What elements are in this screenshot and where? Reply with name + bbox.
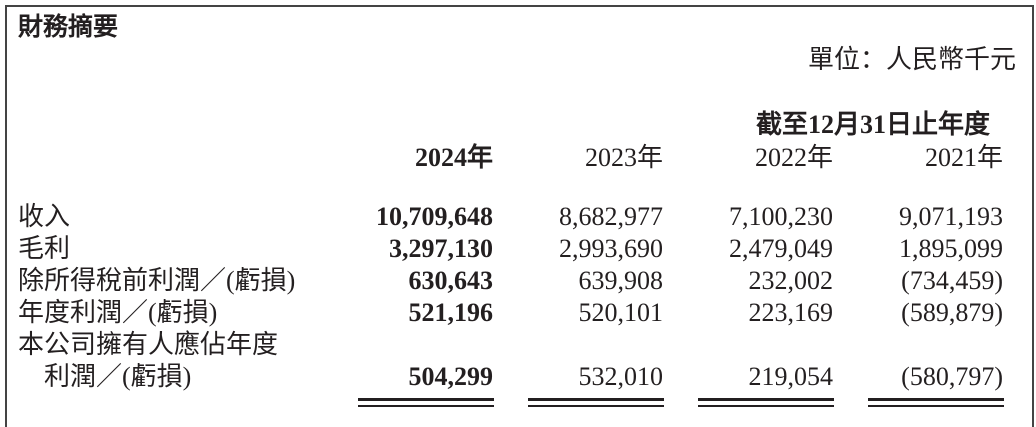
- cell: 520,101: [578, 298, 664, 327]
- cell: 223,169: [748, 298, 834, 327]
- row-label: 年度利潤／(虧損): [18, 298, 218, 327]
- cell: 8,682,977: [559, 202, 663, 231]
- row-label-continued: 利潤／(虧損): [44, 362, 192, 391]
- cell: 639,908: [578, 266, 664, 295]
- cell: 521,196: [408, 298, 494, 327]
- cell: 532,010: [578, 362, 664, 391]
- row-label: 除所得稅前利潤／(虧損): [18, 266, 296, 295]
- cell: 219,054: [748, 362, 834, 391]
- cell: (589,879): [901, 298, 1003, 327]
- cell: 504,299: [408, 362, 494, 391]
- cell: 3,297,130: [389, 234, 493, 263]
- row-label: 本公司擁有人應佔年度: [18, 330, 279, 359]
- cell: (734,459): [901, 266, 1003, 295]
- double-underline: [358, 398, 494, 407]
- cell: 630,643: [408, 266, 494, 295]
- row-label: 收入: [18, 202, 71, 231]
- year-header: 2021年: [924, 143, 1003, 172]
- cell: 10,709,648: [376, 202, 493, 231]
- double-underline: [698, 398, 834, 407]
- year-header: 2023年: [584, 143, 663, 172]
- double-underline: [528, 398, 664, 407]
- cell: 232,002: [748, 266, 834, 295]
- unit-label: 單位：人民幣千元: [807, 45, 1016, 74]
- cell: 7,100,230: [729, 202, 833, 231]
- row-label: 毛利: [18, 234, 71, 263]
- cell: 1,895,099: [899, 234, 1003, 263]
- table-frame: [5, 5, 1034, 427]
- double-underline: [868, 398, 1004, 407]
- cell: 2,993,690: [559, 234, 663, 263]
- cell: 2,479,049: [729, 234, 833, 263]
- page-title: 財務摘要: [18, 12, 119, 41]
- cell: (580,797): [901, 362, 1003, 391]
- year-header: 2022年: [754, 143, 833, 172]
- cell: 9,071,193: [899, 202, 1003, 231]
- year-header: 2024年: [414, 143, 493, 172]
- period-header: 截至12月31日止年度: [755, 110, 990, 139]
